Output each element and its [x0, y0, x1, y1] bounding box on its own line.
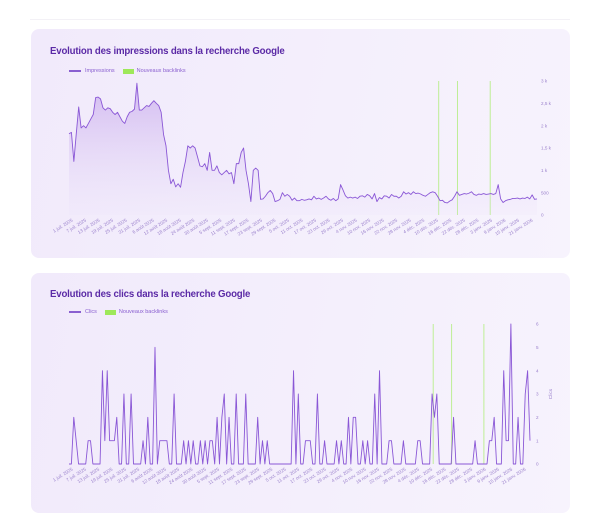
series-area [69, 83, 537, 215]
y-tick-label: 1 k [541, 168, 548, 173]
y-tick-label: 6 [536, 322, 539, 327]
legend-line-swatch[interactable] [69, 70, 81, 72]
clicks-chart-card: Evolution des clics dans la recherche Go… [31, 273, 570, 513]
clicks-legend: Clics Nouveaux backlinks [69, 309, 168, 315]
y-tick-label: 1 [536, 438, 539, 443]
legend-backlinks-label[interactable]: Nouveaux backlinks [136, 68, 186, 74]
legend-backlinks-swatch[interactable] [122, 68, 134, 74]
legend-clicks-label[interactable]: Clics [85, 309, 97, 315]
y-tick-label: 0 [541, 213, 544, 218]
legend-impressions-label[interactable]: Impressions [85, 68, 115, 74]
y-tick-label: 500 [541, 190, 549, 195]
impressions-legend: Impressions Nouveaux backlinks [69, 68, 186, 74]
y-tick-label: 1,5 k [541, 146, 552, 151]
y-tick-label: 4 [536, 368, 539, 373]
y-tick-label: 5 [536, 345, 539, 350]
y-axis-title: Clics [548, 388, 554, 399]
series-line[interactable] [69, 323, 531, 465]
series-area [69, 324, 530, 464]
y-tick-label: 2 [536, 415, 539, 420]
legend-line-swatch[interactable] [69, 311, 81, 313]
y-tick-label: 2,5 k [541, 101, 552, 106]
clicks-chart-title: Evolution des clics dans la recherche Go… [50, 288, 251, 300]
series-line[interactable] [68, 82, 538, 204]
legend-backlinks-swatch[interactable] [104, 309, 116, 315]
y-tick-label: 3 [536, 392, 539, 397]
impressions-chart-title: Evolution des impressions dans la recher… [50, 45, 285, 57]
impressions-chart-card: Evolution des impressions dans la recher… [31, 29, 570, 258]
y-tick-label: 2 k [541, 123, 548, 128]
y-tick-label: 0 [536, 462, 539, 467]
top-divider [30, 19, 570, 20]
legend-backlinks-label[interactable]: Nouveaux backlinks [118, 309, 168, 315]
y-tick-label: 3 k [541, 79, 548, 84]
